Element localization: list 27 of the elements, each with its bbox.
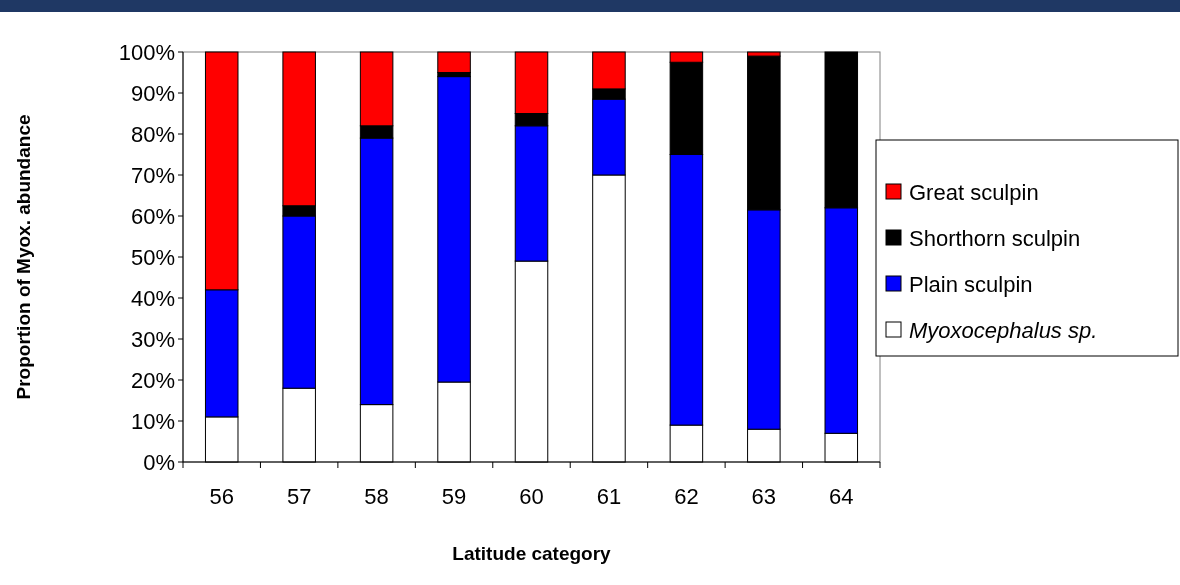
y-tick-label: 90% [130,80,175,106]
legend-label: Myoxocephalus sp. [909,317,1098,343]
x-tick-label: 61 [596,484,622,509]
x-tick-label: 63 [751,484,777,509]
y-axis-title: Proportion of Myox. abundance [13,114,34,400]
legend-label: Shorthorn sculpin [909,225,1081,251]
y-tick-label: 0% [143,449,175,475]
bar [437,51,471,73]
y-tick-label: 40% [130,285,175,311]
y-tick-label: 30% [130,326,175,352]
x-tick-label: 62 [674,484,699,509]
y-tick-label: 20% [130,367,175,393]
x-tick-label: 64 [829,484,854,509]
legend-label: Plain sculpin [909,271,1033,297]
legend-label: Great sculpin [909,179,1039,205]
x-tick-label: 56 [209,484,234,509]
y-tick-label: 10% [130,408,175,434]
x-tick-label: 59 [441,484,467,509]
y-tick-label: 60% [130,203,175,229]
y-tick-label: 50% [130,244,175,270]
x-tick-label: 57 [286,484,312,509]
y-tick-label: 70% [130,162,175,188]
y-tick-label: 80% [130,121,175,147]
x-tick-label: 60 [519,484,544,509]
x-axis-title: Latitude category [452,543,612,564]
y-tick-label: 100% [118,39,175,65]
x-tick-label: 58 [364,484,389,509]
